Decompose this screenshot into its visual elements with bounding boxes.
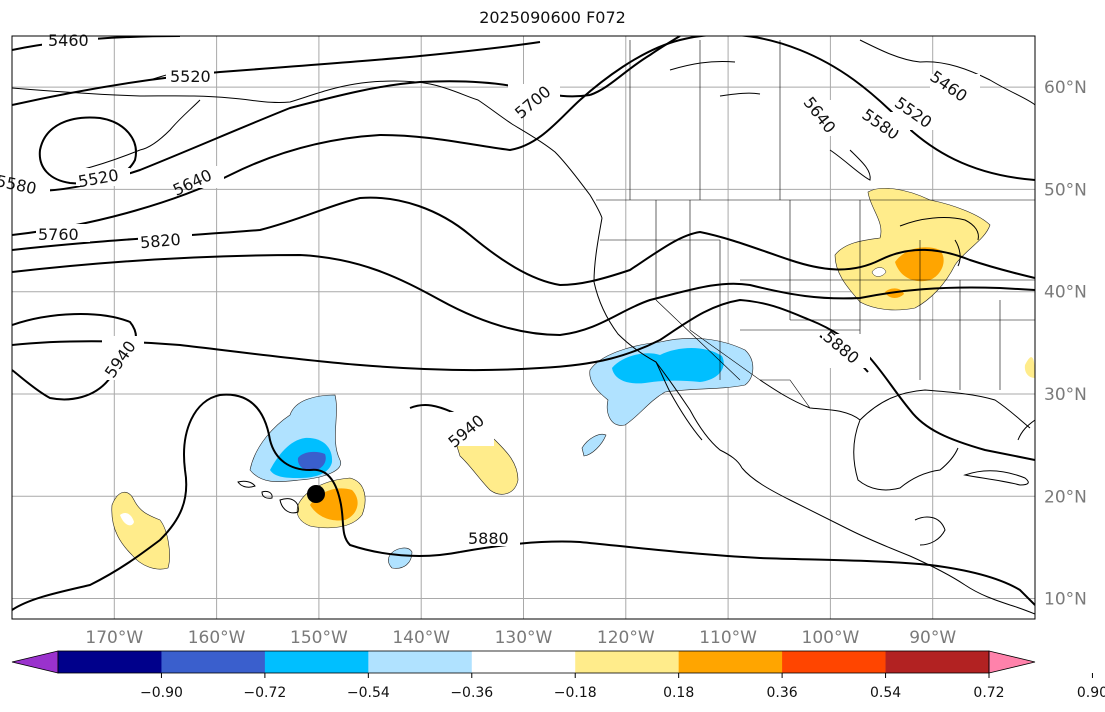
colorbar-tick-label: 0.90 bbox=[1077, 685, 1105, 701]
colorbar-tick-label: 0.54 bbox=[870, 685, 901, 701]
colorbar-tick-label: −0.90 bbox=[140, 685, 183, 701]
colorbar-extend-high bbox=[988, 650, 1036, 674]
colorbar-swatch bbox=[471, 651, 576, 673]
colorbar-tick-label: −0.54 bbox=[347, 685, 390, 701]
map-border bbox=[11, 35, 1036, 620]
political-borders bbox=[596, 40, 1035, 409]
colorbar: −0.90 −0.72 −0.54 −0.36 −0.18 0.18 0.36 0.54 0.7… bbox=[11, 650, 1105, 701]
contour-label-5520-alaska: 5520 bbox=[170, 67, 211, 86]
colorbar-tick-label: −0.72 bbox=[243, 685, 286, 701]
latitude-label: 10°N bbox=[1044, 590, 1087, 610]
positive-anomaly-west bbox=[111, 492, 170, 570]
positive-anomaly-great-lakes bbox=[834, 187, 991, 311]
colorbar-swatch bbox=[58, 651, 162, 673]
contour-label-5820: 5820 bbox=[139, 230, 181, 252]
colorbar-tick-label: −0.18 bbox=[554, 685, 597, 701]
colorbar-swatch bbox=[885, 651, 990, 673]
colorbar-tick-label: 0.18 bbox=[663, 685, 694, 701]
longitude-label: 130°W bbox=[495, 628, 553, 648]
colorbar-swatch bbox=[782, 651, 887, 673]
longitude-label: 100°W bbox=[802, 628, 860, 648]
contour-label-5460-nw: 5460 bbox=[48, 31, 89, 50]
longitude-label: 90°W bbox=[909, 628, 956, 648]
longitude-labels: 170°W 160°W 150°W 140°W 130°W 120°W 110°W 100°W… bbox=[85, 628, 956, 648]
colorbar-tick-label: −0.36 bbox=[450, 685, 493, 701]
colorbar-swatch bbox=[264, 651, 369, 673]
positive-anomaly-great-lakes-orange bbox=[895, 247, 944, 282]
negative-anomaly-dark bbox=[297, 451, 326, 471]
latitude-label: 50°N bbox=[1044, 180, 1087, 200]
longitude-label: 140°W bbox=[392, 628, 450, 648]
negative-anomaly-small-baja bbox=[581, 433, 607, 457]
latitude-label: 40°N bbox=[1044, 283, 1087, 303]
longitude-label: 170°W bbox=[85, 628, 143, 648]
colorbar-outline bbox=[57, 650, 990, 674]
latitude-label: 20°N bbox=[1044, 487, 1087, 507]
latitude-label: 30°N bbox=[1044, 385, 1087, 405]
storm-center-marker bbox=[307, 485, 325, 503]
contour-label-5880-south: 5880 bbox=[468, 529, 509, 548]
colorbar-swatch bbox=[368, 651, 473, 673]
longitude-label: 150°W bbox=[290, 628, 348, 648]
negative-anomaly-small-south bbox=[388, 547, 413, 569]
longitude-label: 160°W bbox=[188, 628, 246, 648]
longitude-label: 120°W bbox=[597, 628, 655, 648]
colorbar-swatch bbox=[678, 651, 783, 673]
colorbar-extend-low bbox=[11, 650, 59, 674]
contour-label-5760: 5760 bbox=[38, 225, 79, 244]
colorbar-tick-label: 0.36 bbox=[767, 685, 798, 701]
latitude-labels: 60°N 50°N 40°N 30°N 20°N 10°N bbox=[1044, 78, 1087, 609]
longitude-label: 110°W bbox=[699, 628, 757, 648]
colorbar-swatch bbox=[161, 651, 266, 673]
colorbar-tick-label: 0.72 bbox=[973, 685, 1004, 701]
colorbar-swatch bbox=[575, 651, 680, 673]
anomaly-shading bbox=[111, 187, 1035, 570]
map-title: 2025090600 F072 bbox=[479, 8, 626, 27]
negative-anomaly-southwest-mid bbox=[612, 348, 724, 384]
coastlines bbox=[12, 39, 1035, 615]
latitude-label: 60°N bbox=[1044, 78, 1087, 98]
